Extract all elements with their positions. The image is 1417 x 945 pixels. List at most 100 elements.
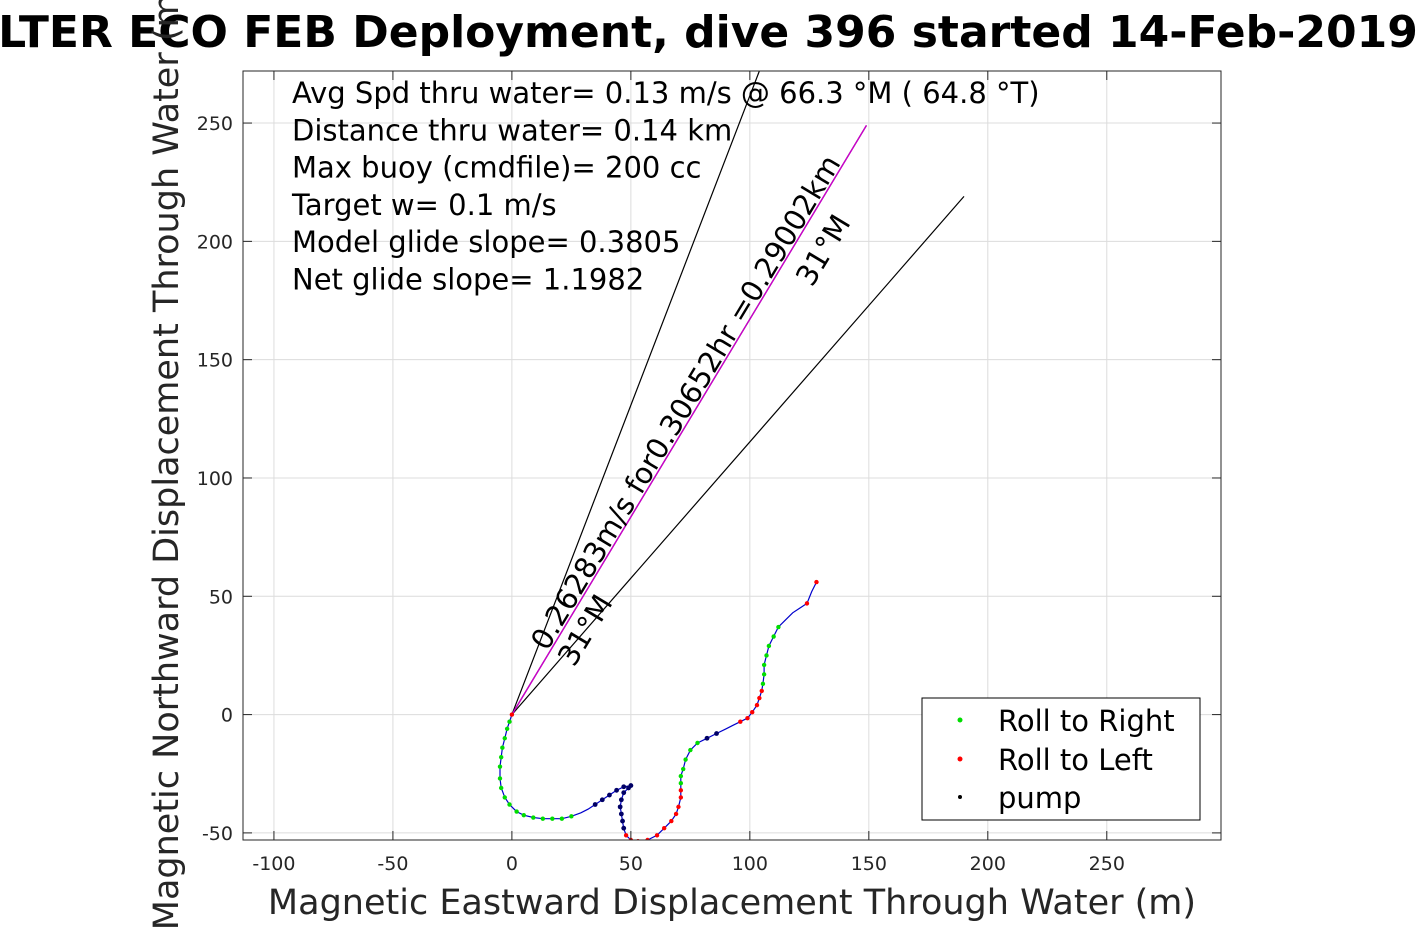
info-line: Target w= 0.1 m/s (291, 188, 557, 222)
roll-left-point (745, 715, 750, 721)
pump-point (620, 818, 625, 824)
y-tick-label: -50 (202, 823, 233, 845)
pump-point (621, 784, 627, 790)
info-line: Max buoy (cmdfile)= 200 cc (292, 151, 701, 185)
pump-point (618, 797, 624, 803)
roll-right-point (498, 785, 504, 791)
axes-box (242, 70, 1222, 841)
roll-right-point (502, 736, 507, 741)
y-tick-label: 50 (209, 586, 233, 608)
x-tick-label: -50 (377, 853, 408, 875)
pump-point (592, 802, 598, 807)
roll-right-point (678, 781, 684, 786)
roll-left-point (509, 712, 515, 717)
x-tick-label: 150 (851, 853, 887, 875)
roll-right-point (507, 719, 512, 724)
legend-marker-roll-left (957, 756, 963, 762)
legend-box (921, 697, 1201, 821)
y-tick-label: 100 (197, 468, 233, 490)
roll-right-point (764, 653, 769, 658)
roll-left-point (673, 811, 679, 817)
legend: Roll to Right Roll to Left pump (921, 697, 1201, 821)
roll-left-point (738, 719, 743, 724)
pump-point (617, 804, 623, 810)
roll-right-point (550, 816, 555, 821)
roll-right-point (521, 812, 526, 818)
roll-left-point (623, 833, 629, 838)
legend-marker-roll-right (957, 717, 963, 723)
roll-right-point (771, 634, 776, 639)
y-tick-label: 150 (197, 350, 233, 372)
x-tick-label: 50 (619, 853, 643, 875)
axis-ticks: -100 -50 0 50 100 150 200 250 -50 0 50 100 150 200 250 (197, 71, 1221, 875)
roll-right-point (497, 776, 503, 781)
roll-right-point (760, 681, 766, 687)
x-axis-label: Magnetic Eastward Displacement Through W… (268, 883, 1196, 923)
pump-point (704, 735, 710, 741)
y-axis-label: Magnetic Northward Displacement Through … (147, 0, 187, 930)
chart-title: LTER ECO FEB Deployment, dive 396 starte… (0, 7, 1417, 58)
pump-point (621, 790, 627, 796)
pump-point (607, 792, 612, 798)
cone-line-upper (511, 71, 760, 715)
cone-line-lower (511, 196, 965, 715)
pump-point (614, 787, 619, 793)
info-text-block: Avg Spd thru water= 0.13 m/s @ 66.3 °M (… (291, 76, 1040, 297)
legend-label-pump: pump (998, 781, 1081, 815)
heading-line (511, 125, 868, 715)
roll-right-point (498, 754, 504, 760)
roll-right-point (569, 814, 574, 819)
roll-right-point (776, 624, 781, 630)
roll-left-point (645, 837, 650, 840)
roll-left-point (814, 579, 819, 585)
plot-curves (499, 71, 965, 840)
plot-markers (497, 579, 819, 840)
roll-left-point (678, 795, 684, 800)
roll-right-point (559, 816, 565, 821)
roll-right-point (507, 802, 512, 807)
roll-right-point (531, 815, 536, 820)
roll-right-point (502, 795, 507, 800)
roll-right-point (761, 672, 767, 677)
roll-right-point (688, 747, 693, 753)
legend-marker-pump (958, 795, 962, 799)
y-tick-label: 200 (197, 231, 233, 253)
roll-left-point (754, 702, 760, 708)
roll-right-point (683, 757, 688, 762)
roll-left-point (759, 688, 764, 694)
roll-right-point (514, 809, 519, 814)
roll-left-point (676, 804, 681, 810)
info-line: Net glide slope= 1.1982 (292, 263, 644, 297)
roll-right-point (695, 740, 700, 746)
pump-point (714, 731, 719, 736)
roll-left-point (804, 601, 810, 606)
roll-right-point (504, 726, 510, 731)
x-tick-label: 200 (970, 853, 1006, 875)
y-tick-label: 0 (221, 705, 233, 727)
roll-left-point (750, 710, 755, 715)
roll-right-point (681, 766, 686, 772)
x-tick-label: 250 (1089, 853, 1125, 875)
info-line: Distance thru water= 0.14 km (292, 113, 732, 147)
x-tick-label: -100 (252, 853, 295, 875)
pump-point (618, 811, 624, 817)
pump-point (599, 797, 605, 803)
roll-right-point (766, 643, 772, 649)
pump-point (626, 785, 631, 791)
y-tick-label: 250 (197, 113, 233, 135)
pump-point (621, 825, 627, 831)
roll-left-point (678, 788, 684, 793)
info-line: Avg Spd thru water= 0.13 m/s @ 66.3 °M (… (292, 76, 1040, 110)
x-tick-label: 0 (506, 853, 518, 875)
roll-left-point (661, 825, 667, 831)
info-line: Model glide slope= 0.3805 (292, 225, 680, 259)
legend-label-roll-left: Roll to Left (998, 743, 1153, 777)
roll-right-point (540, 816, 546, 821)
roll-right-point (500, 745, 505, 750)
roll-right-point (678, 773, 684, 779)
legend-label-roll-right: Roll to Right (998, 704, 1175, 738)
roll-left-point (757, 695, 762, 701)
x-tick-label: 100 (732, 853, 768, 875)
roll-right-point (761, 662, 767, 668)
